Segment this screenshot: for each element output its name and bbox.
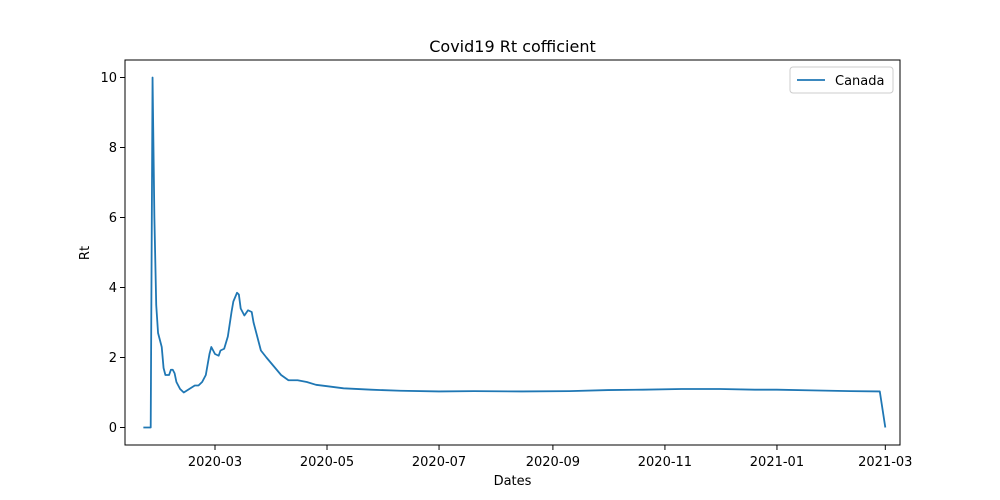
legend: Canada: [789, 66, 894, 94]
series-line-canada: [143, 76, 887, 429]
y-axis: 0 2 4 6 8 10: [100, 71, 125, 436]
plot-area: [124, 59, 901, 446]
x-tick-label: 2020-03: [188, 455, 242, 470]
y-tick-label: 6: [109, 211, 117, 226]
y-tick-label: 2: [109, 351, 117, 366]
x-tick-label: 2020-09: [526, 455, 580, 470]
x-axis: 2020-03 2020-05 2020-07 2020-09 2020-11 2021-…: [188, 445, 912, 470]
legend-box: [789, 66, 894, 94]
x-axis-label: Dates: [494, 474, 532, 489]
x-tick-label: 2020-07: [412, 455, 466, 470]
x-tick-label: 2020-11: [638, 455, 692, 470]
legend-label-canada: Canada: [835, 74, 884, 89]
x-tick-label: 2021-03: [858, 455, 912, 470]
x-tick-label: 2021-01: [750, 455, 804, 470]
x-tick-label: 2020-05: [300, 455, 354, 470]
y-axis-label: Rt: [78, 246, 93, 260]
y-tick-label: 4: [109, 281, 117, 296]
y-tick-label: 10: [100, 71, 117, 86]
chart-title: Covid19 Rt cofficient: [429, 37, 596, 56]
y-tick-label: 0: [109, 421, 117, 436]
plot-frame: [124, 59, 901, 446]
y-tick-label: 8: [109, 141, 117, 156]
